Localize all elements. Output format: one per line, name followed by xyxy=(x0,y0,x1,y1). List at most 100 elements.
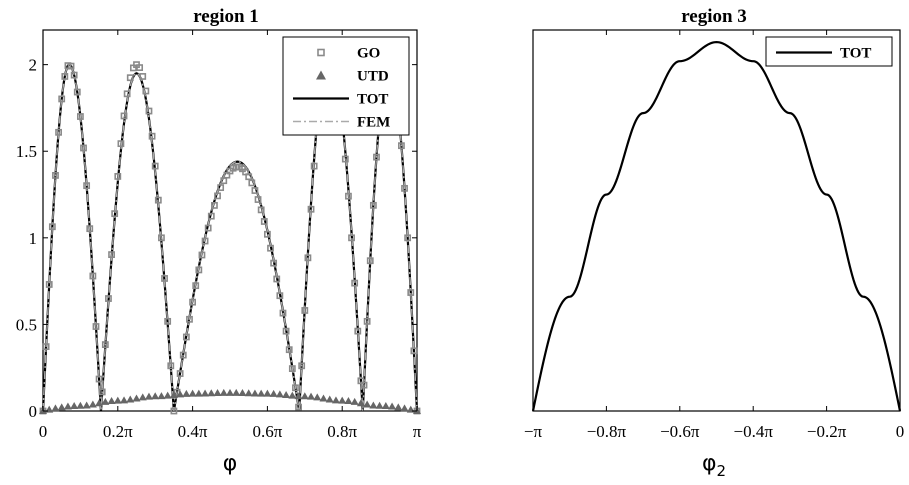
utd-marker xyxy=(226,388,234,396)
legend-label: GO xyxy=(357,46,380,62)
go-marker xyxy=(404,234,412,242)
go-marker xyxy=(245,173,253,181)
utd-marker xyxy=(375,401,384,409)
go-marker xyxy=(304,254,312,262)
utd-marker xyxy=(201,389,210,397)
utd-marker xyxy=(169,390,178,398)
utd-marker xyxy=(381,401,390,409)
x-tick-label: −0.6π xyxy=(660,422,700,441)
go-marker xyxy=(254,196,262,203)
go-marker xyxy=(142,87,150,95)
go-marker xyxy=(282,327,290,335)
go-marker xyxy=(139,73,147,80)
go-marker xyxy=(257,206,265,214)
utd-marker xyxy=(400,404,409,412)
go-marker xyxy=(108,251,115,259)
legend-label: UTD xyxy=(357,69,389,85)
go-marker xyxy=(179,351,187,359)
go-marker xyxy=(369,201,377,209)
x-axis-label: φ2 xyxy=(702,451,726,480)
go-marker xyxy=(192,282,200,290)
go-marker xyxy=(120,112,128,120)
go-marker xyxy=(80,144,87,152)
y-tick-label: 0 xyxy=(29,402,38,421)
go-marker xyxy=(217,184,225,192)
go-marker xyxy=(201,237,209,245)
utd-marker xyxy=(101,397,110,405)
go-marker xyxy=(101,341,109,348)
go-marker xyxy=(198,251,206,259)
go-marker xyxy=(42,343,50,351)
utd-marker xyxy=(325,395,334,403)
legend-label: FEM xyxy=(357,115,390,131)
go-marker xyxy=(273,275,281,283)
go-marker xyxy=(95,375,103,383)
plot-area xyxy=(532,29,901,412)
utd-marker xyxy=(232,388,241,396)
y-tick-label: 0.5 xyxy=(16,315,37,334)
go-marker xyxy=(292,384,299,392)
utd-marker xyxy=(132,394,141,402)
go-marker xyxy=(182,333,190,341)
go-marker xyxy=(310,162,318,170)
go-marker xyxy=(276,292,284,300)
utd-marker xyxy=(294,392,303,400)
utd-marker xyxy=(138,393,147,401)
utd-marker xyxy=(356,399,365,407)
legend-label: TOT xyxy=(357,92,388,108)
go-marker xyxy=(207,212,215,220)
go-marker xyxy=(148,132,156,140)
legend-swatch xyxy=(317,48,325,57)
go-marker xyxy=(73,88,81,96)
go-marker xyxy=(214,192,221,200)
go-marker xyxy=(189,298,196,306)
go-marker xyxy=(366,257,374,265)
go-marker xyxy=(167,362,175,370)
x-tick-label: 0.4π xyxy=(178,422,208,441)
legend-box xyxy=(282,36,410,136)
fem-line xyxy=(42,53,418,412)
go-marker xyxy=(145,107,153,115)
legend-label: TOT xyxy=(840,46,871,62)
utd-marker xyxy=(244,389,253,397)
chart-title: region 3 xyxy=(681,6,747,27)
utd-marker xyxy=(263,389,272,397)
utd-marker xyxy=(207,389,216,397)
utd-marker xyxy=(88,400,97,408)
utd-marker xyxy=(300,392,309,400)
utd-marker xyxy=(120,396,129,404)
go-marker xyxy=(105,295,112,302)
go-marker xyxy=(164,317,172,325)
go-marker xyxy=(55,128,62,136)
go-marker xyxy=(158,234,165,242)
utd-marker xyxy=(51,404,60,412)
go-marker xyxy=(341,155,349,163)
go-marker xyxy=(307,205,315,213)
go-marker xyxy=(89,272,97,280)
go-marker xyxy=(285,346,293,354)
utd-marker xyxy=(388,402,397,410)
go-marker xyxy=(154,196,162,204)
go-marker xyxy=(67,62,75,70)
go-marker xyxy=(52,172,59,179)
x-tick-label: 0 xyxy=(896,422,905,441)
utd-marker xyxy=(282,390,291,398)
go-marker xyxy=(186,315,193,323)
utd-marker xyxy=(82,401,91,409)
tot-line xyxy=(531,41,902,412)
go-marker xyxy=(407,289,415,296)
legend: GO UTD TOT FEM xyxy=(282,36,410,136)
utd-marker xyxy=(194,389,203,397)
utd-marker xyxy=(57,403,66,411)
utd-marker xyxy=(76,401,85,409)
go-marker xyxy=(92,323,100,330)
utd-marker xyxy=(313,393,322,401)
go-marker xyxy=(360,381,368,389)
utd-marker xyxy=(350,397,359,405)
go-marker xyxy=(270,259,278,267)
go-marker xyxy=(61,73,69,80)
go-marker xyxy=(295,403,302,411)
x-tick-label: −π xyxy=(524,422,543,441)
utd-marker xyxy=(219,388,228,396)
